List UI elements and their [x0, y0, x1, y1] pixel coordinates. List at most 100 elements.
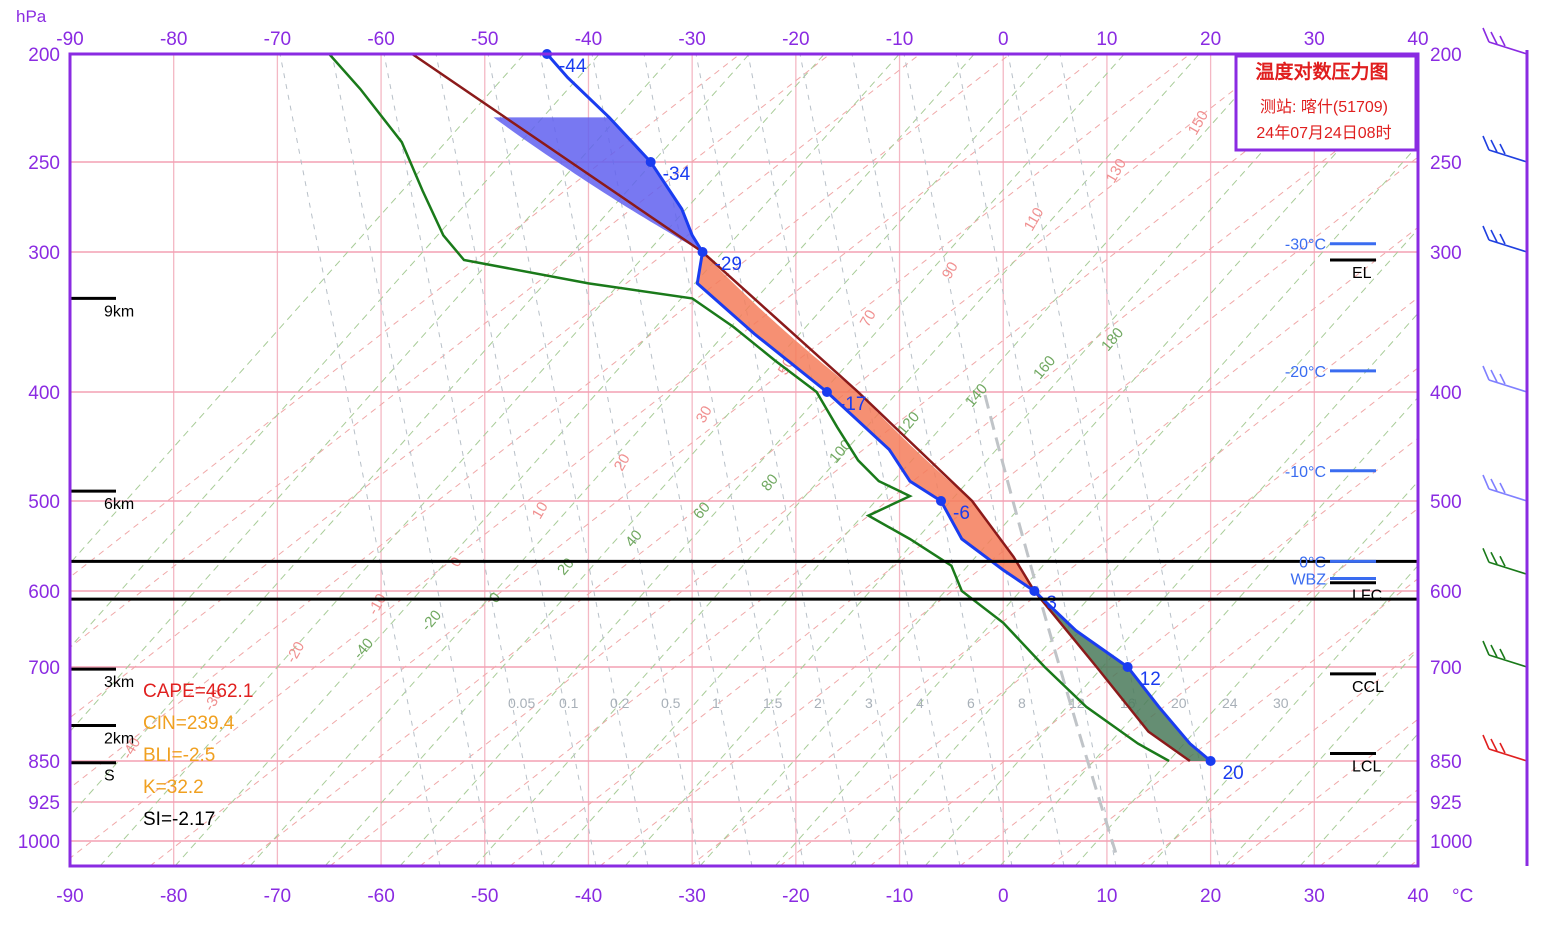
pressure-tick-label-right: 400 [1430, 383, 1462, 404]
x-tick-label-bottom: 20 [1200, 886, 1221, 907]
mixing-ratio-label: 8 [1018, 695, 1026, 711]
dry-adiabat-line [869, 437, 1418, 866]
temperature-point [1029, 586, 1040, 596]
mixing-ratio-label: 0.1 [559, 695, 579, 711]
temperature-point-label: -17 [839, 394, 866, 415]
mixing-ratio-label: 0.5 [661, 695, 681, 711]
mixing-ratio-line [851, 54, 1013, 866]
moist-adiabat-line [70, 54, 600, 649]
dry-adiabat-label: 150 [1185, 108, 1212, 138]
wind-barb [1482, 135, 1528, 163]
pressure-tick-label-left: 850 [28, 752, 60, 773]
wind-barb [1482, 640, 1528, 668]
moist-adiabat-label: 20 [554, 555, 578, 579]
x-tick-label-top: -20 [782, 29, 809, 50]
pressure-tick-label-left: 600 [28, 582, 60, 603]
pressure-tick-label-left: 1000 [18, 832, 60, 853]
title-box: 温度对数压力图 测站: 喀什(51709) 24年07月24日08时 [1234, 54, 1418, 152]
height-marker-label: 3km [104, 674, 134, 691]
x-tick-label-bottom: -90 [56, 886, 83, 907]
moist-adiabat-line [699, 60, 1418, 866]
mixing-ratio-label: 12 [1069, 695, 1085, 711]
x-tick-label-bottom: -20 [782, 886, 809, 907]
mixing-ratio-line [383, 54, 545, 866]
dry-adiabat-label: 10 [529, 499, 552, 522]
mixing-ratio-line [1007, 54, 1169, 866]
x-tick-label-bottom: 40 [1407, 886, 1428, 907]
dry-adiabat-line [959, 507, 1418, 866]
moist-adiabat-line [1450, 14, 1547, 866]
dry-adiabat-label: -20 [283, 639, 309, 666]
pressure-tick-label-left: 400 [28, 383, 60, 404]
temperature-point-label: -44 [559, 56, 587, 77]
y-unit-label: hPa [16, 7, 47, 26]
x-tick-label-bottom: 10 [1096, 886, 1117, 907]
moist-adiabat-line [999, 396, 1418, 866]
mixing-ratio-label: 24 [1222, 695, 1238, 711]
temperature-point-label: -34 [663, 164, 691, 185]
station-label: 测站: 喀什(51709) [1260, 98, 1388, 116]
area-fills [493, 117, 1211, 761]
moist-adiabat-line [474, 54, 1200, 866]
dry-adiabat-line [1139, 648, 1418, 866]
moist-adiabat-line [99, 54, 825, 866]
moist-adiabat-label: 60 [690, 499, 714, 523]
frame: -90-90-80-80-70-70-60-60-50-50-40-40-30-… [18, 29, 1529, 907]
pressure-tick-label-right: 1000 [1430, 832, 1472, 853]
cape-area [697, 252, 1035, 591]
cin-area-upper [493, 117, 703, 253]
isotherm-marker-label: -10°C [1285, 464, 1326, 481]
x-tick-label-bottom: -40 [575, 886, 602, 907]
pressure-tick-label-left: 300 [28, 243, 60, 264]
temperature-point-label: -29 [715, 254, 742, 275]
dry-adiabat-line [239, 54, 1281, 866]
pressure-tick-label-left: 700 [28, 658, 60, 679]
dewpoint-curve [328, 54, 1170, 763]
pressure-tick-label-right: 500 [1430, 492, 1462, 513]
moist-adiabat-label: 180 [1098, 324, 1127, 354]
moist-adiabat-line [70, 54, 750, 817]
temperature-curve [545, 54, 1212, 763]
moist-adiabat-line [324, 54, 1050, 866]
height-marker-label: 6km [104, 496, 134, 513]
parcel-curve [411, 54, 1191, 763]
mixing-ratio-line [747, 54, 909, 866]
temperature-point-label: -6 [953, 503, 970, 524]
pressure-tick-label-right: 700 [1430, 658, 1462, 679]
moist-adiabat-line [624, 54, 1350, 866]
dry-adiabat-label: 70 [857, 307, 880, 330]
dry-adiabat-label: 20 [611, 451, 634, 474]
mixing-ratio-label: 20 [1171, 695, 1187, 711]
isotherm-marker-label: WBZ [1290, 572, 1326, 589]
x-tick-label-top: 10 [1096, 29, 1117, 50]
wind-barb [1482, 547, 1528, 576]
chart-title: 温度对数压力图 [1255, 60, 1388, 83]
temperature-point [697, 247, 708, 257]
mixing-ratio-label: 0.2 [610, 695, 630, 711]
pressure-tick-label-right: 925 [1430, 793, 1462, 814]
x-tick-label-bottom: -80 [160, 886, 187, 907]
x-tick-label-bottom: 30 [1304, 886, 1325, 907]
profiles [328, 54, 1212, 763]
temperature-point-label: 20 [1223, 763, 1244, 784]
temperature-point [645, 157, 656, 167]
x-tick-label-bottom: -70 [264, 886, 291, 907]
level-marker-label: EL [1352, 265, 1372, 282]
x-tick-label-top: -80 [160, 29, 187, 50]
pressure-tick-label-left: 250 [28, 153, 60, 174]
moist-adiabat-label: 160 [1030, 352, 1059, 382]
pressure-tick-label-left: 500 [28, 492, 60, 513]
mixing-ratio-label: 3 [865, 695, 873, 711]
mixing-ratio-line [435, 54, 597, 866]
moist-adiabat-label: -40 [350, 635, 377, 663]
pressure-tick-label-left: 925 [28, 793, 60, 814]
level-marker-label: LFC [1352, 588, 1382, 605]
stability-index-label: CIN=239.4 [143, 713, 235, 734]
dry-adiabat-label: 90 [939, 259, 962, 282]
x-tick-label-bottom: -10 [886, 886, 913, 907]
wind-barb [1482, 225, 1528, 253]
level-marker-label: CCL [1352, 679, 1384, 696]
stability-index-label: BLI=-2.5 [143, 745, 215, 766]
temperature-point [1122, 662, 1133, 672]
height-marker-label: 9km [104, 303, 134, 320]
